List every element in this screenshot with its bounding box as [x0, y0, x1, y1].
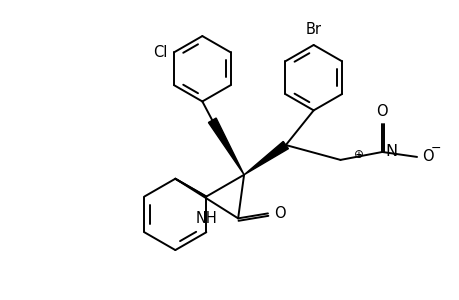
Text: O: O: [375, 104, 387, 119]
Text: N: N: [384, 145, 397, 160]
Polygon shape: [208, 118, 244, 175]
Text: ⊕: ⊕: [353, 148, 363, 161]
Text: Br: Br: [305, 22, 321, 37]
Text: O: O: [421, 149, 433, 164]
Polygon shape: [244, 141, 288, 175]
Text: NH: NH: [196, 212, 217, 226]
Text: Cl: Cl: [153, 45, 168, 60]
Text: O: O: [273, 206, 285, 221]
Text: −: −: [430, 142, 441, 154]
